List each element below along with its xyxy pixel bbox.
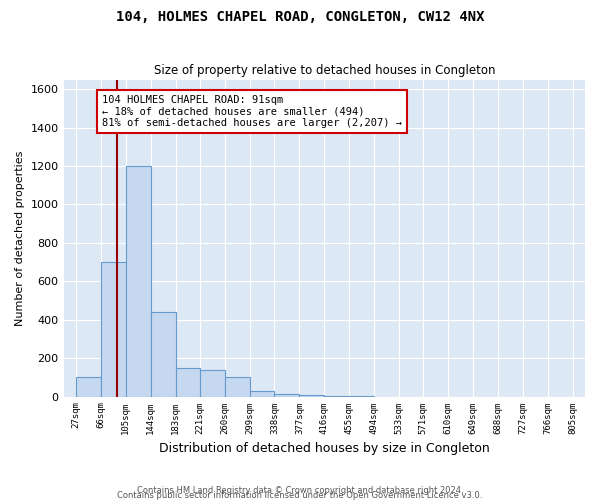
Bar <box>76 378 101 396</box>
Bar <box>126 166 151 396</box>
Bar <box>176 368 200 396</box>
X-axis label: Distribution of detached houses by size in Congleton: Distribution of detached houses by size … <box>159 442 490 455</box>
Bar <box>200 370 225 396</box>
Bar <box>299 395 324 396</box>
Text: 104, HOLMES CHAPEL ROAD, CONGLETON, CW12 4NX: 104, HOLMES CHAPEL ROAD, CONGLETON, CW12… <box>116 10 484 24</box>
Text: 104 HOLMES CHAPEL ROAD: 91sqm
← 18% of detached houses are smaller (494)
81% of : 104 HOLMES CHAPEL ROAD: 91sqm ← 18% of d… <box>102 95 402 128</box>
Title: Size of property relative to detached houses in Congleton: Size of property relative to detached ho… <box>154 64 495 77</box>
Bar <box>101 262 126 396</box>
Bar <box>151 312 176 396</box>
Text: Contains HM Land Registry data © Crown copyright and database right 2024.: Contains HM Land Registry data © Crown c… <box>137 486 463 495</box>
Bar <box>225 378 250 396</box>
Bar <box>274 394 299 396</box>
Bar <box>250 391 274 396</box>
Y-axis label: Number of detached properties: Number of detached properties <box>15 150 25 326</box>
Text: Contains public sector information licensed under the Open Government Licence v3: Contains public sector information licen… <box>118 491 482 500</box>
